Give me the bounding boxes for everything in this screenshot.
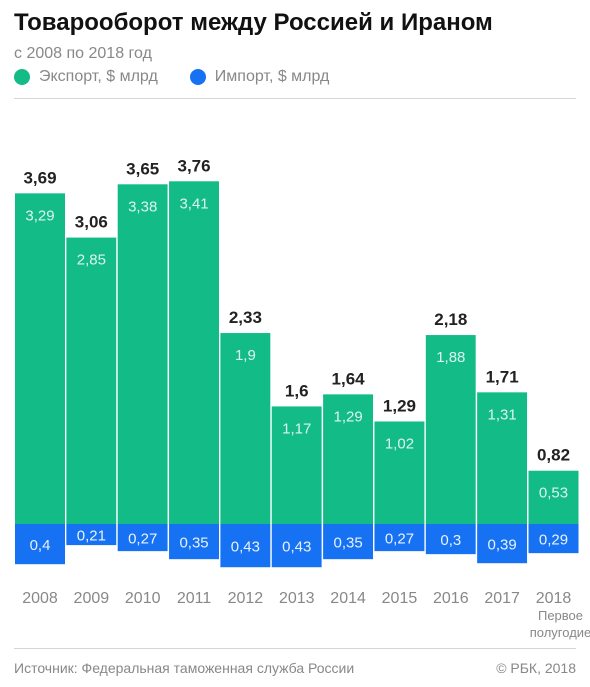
- import-bar-2012: [220, 524, 271, 568]
- export-label-2015: 1,02: [385, 435, 414, 452]
- x-note-line2-2018: полугодие: [530, 625, 590, 640]
- import-bar-2011: [169, 524, 220, 560]
- export-label-2014: 1,29: [333, 408, 362, 425]
- x-tick-2018: 2018: [536, 590, 572, 607]
- legend-import-label: Импорт, $ млрд: [214, 68, 330, 85]
- bottom-divider: [14, 648, 576, 649]
- total-label-2015: 1,29: [383, 396, 416, 415]
- import-label-2016: 0,3: [440, 532, 461, 549]
- legend-export-label: Экспорт, $ млрд: [39, 68, 158, 85]
- import-bar-2010: [117, 524, 168, 552]
- total-label-2012: 2,33: [229, 308, 262, 327]
- import-bar-2014: [323, 524, 374, 560]
- copyright: © РБК, 2018: [496, 660, 576, 676]
- import-swatch-icon: [189, 69, 206, 85]
- chart-title: Товарооборот между Россией и Ираном: [14, 9, 493, 36]
- export-bar-2014: [323, 394, 374, 524]
- import-label-2015: 0,27: [385, 531, 414, 548]
- x-tick-2013: 2013: [279, 590, 315, 607]
- total-label-2009: 3,06: [75, 213, 108, 232]
- export-bar-2008: [15, 193, 65, 525]
- stacked-bar-chart: 3,69 3,29 0,4 2008 3,06 2,85 0,21 2009 3,65 3,38 0…: [15, 156, 590, 640]
- legend-item-import: Импорт, $ млрд: [189, 68, 330, 86]
- x-tick-2015: 2015: [382, 590, 418, 607]
- x-tick-2012: 2012: [228, 590, 264, 607]
- x-tick-2009: 2009: [74, 590, 110, 607]
- import-label-2017: 0,39: [488, 537, 517, 554]
- import-label-2013: 0,43: [282, 539, 311, 556]
- legend: Экспорт, $ млрд Импорт, $ млрд: [14, 68, 361, 86]
- import-bar-2016: [425, 524, 476, 555]
- import-label-2011: 0,35: [179, 535, 208, 552]
- total-label-2017: 1,71: [486, 367, 519, 386]
- export-bar-2011: [169, 181, 220, 525]
- export-label-2009: 2,85: [77, 252, 106, 269]
- export-swatch-icon: [14, 69, 30, 85]
- chart-subtitle: с 2008 по 2018 год: [14, 45, 152, 62]
- export-bar-2018: [528, 470, 579, 524]
- total-label-2014: 1,64: [332, 369, 366, 388]
- legend-item-export: Экспорт, $ млрд: [14, 68, 158, 86]
- export-label-2011: 3,41: [179, 195, 208, 212]
- export-label-2018: 0,53: [539, 485, 568, 502]
- export-bar-2010: [117, 184, 168, 524]
- export-label-2010: 3,38: [128, 198, 157, 215]
- import-label-2008: 0,4: [30, 537, 51, 554]
- x-tick-2010: 2010: [125, 590, 161, 607]
- import-bar-2017: [477, 524, 528, 564]
- import-bar-2008: [15, 524, 65, 565]
- total-label-2010: 3,65: [126, 159, 159, 178]
- import-label-2012: 0,43: [231, 539, 260, 556]
- import-bar-2009: [66, 524, 117, 546]
- x-tick-2017: 2017: [484, 590, 520, 607]
- import-bar-2013: [271, 524, 322, 568]
- export-label-2012: 1,9: [235, 347, 256, 364]
- export-label-2008: 3,29: [25, 207, 54, 224]
- total-label-2011: 3,76: [178, 156, 211, 175]
- export-bar-2013: [271, 406, 322, 524]
- import-label-2009: 0,21: [77, 528, 106, 545]
- top-divider: [14, 98, 576, 99]
- total-label-2008: 3,69: [23, 168, 56, 187]
- x-tick-2008: 2008: [22, 590, 58, 607]
- total-label-2013: 1,6: [285, 381, 309, 400]
- import-label-2018: 0,29: [539, 532, 568, 549]
- export-bar-2009: [66, 237, 117, 524]
- export-bar-2016: [425, 335, 476, 524]
- x-note-line1-2018: Первое: [538, 608, 583, 623]
- export-label-2013: 1,17: [282, 420, 311, 437]
- total-label-2016: 2,18: [434, 310, 467, 329]
- export-bar-2017: [477, 392, 528, 524]
- export-bar-2015: [374, 421, 425, 524]
- export-bar-2012: [220, 333, 271, 524]
- x-tick-2016: 2016: [433, 590, 469, 607]
- source-note: Источник: Федеральная таможенная служба …: [14, 660, 355, 676]
- export-label-2017: 1,31: [488, 406, 517, 423]
- import-label-2010: 0,27: [128, 531, 157, 548]
- import-bar-2015: [374, 524, 425, 552]
- import-bar-2018: [528, 524, 579, 554]
- import-label-2014: 0,35: [333, 535, 362, 552]
- total-label-2018: 0,82: [537, 446, 570, 465]
- x-tick-2014: 2014: [330, 590, 366, 607]
- x-tick-2011: 2011: [177, 590, 212, 607]
- export-label-2016: 1,88: [436, 349, 465, 366]
